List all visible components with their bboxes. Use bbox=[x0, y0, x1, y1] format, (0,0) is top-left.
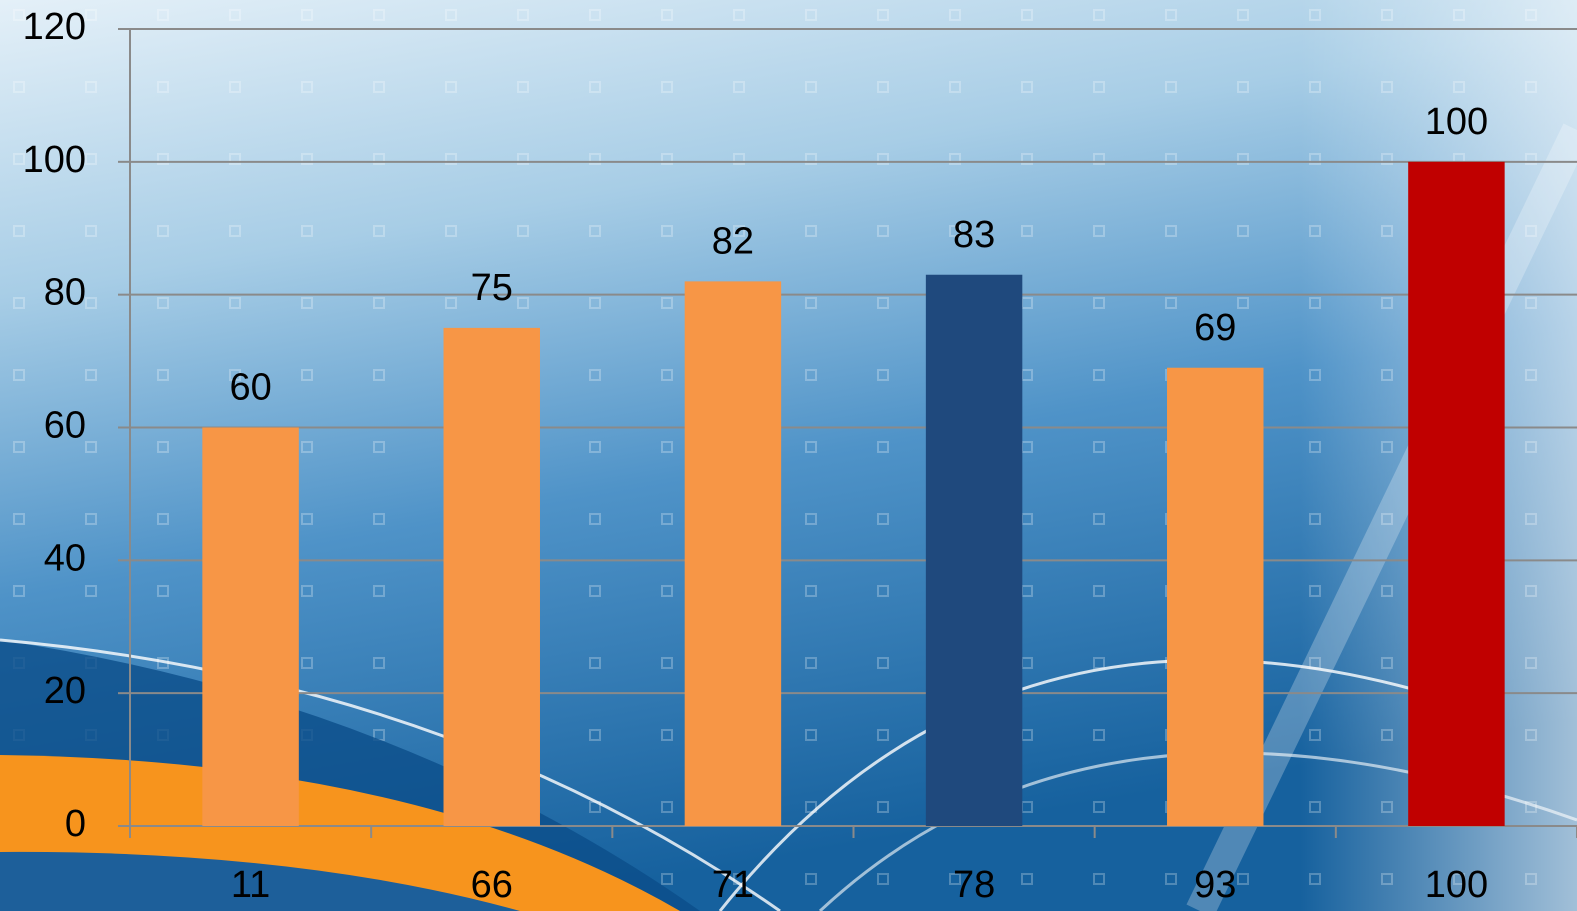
bar bbox=[1167, 367, 1264, 826]
x-tick-label: 71 bbox=[712, 864, 754, 906]
bar bbox=[443, 327, 540, 826]
data-label: 75 bbox=[471, 267, 513, 309]
y-tick-label: 40 bbox=[44, 537, 86, 579]
y-tick-label: 0 bbox=[65, 803, 86, 845]
y-tick-label: 120 bbox=[23, 6, 86, 48]
y-tick-label: 100 bbox=[23, 139, 86, 181]
bar bbox=[684, 281, 782, 827]
data-label: 82 bbox=[712, 220, 754, 262]
y-tick-label: 60 bbox=[44, 405, 86, 447]
bar bbox=[925, 274, 1023, 826]
x-tick-label: 78 bbox=[953, 864, 995, 906]
data-label: 60 bbox=[229, 367, 271, 409]
x-tick-label: 66 bbox=[471, 864, 513, 906]
data-label: 69 bbox=[1194, 307, 1236, 349]
data-label: 83 bbox=[953, 214, 995, 256]
x-tick-label: 11 bbox=[231, 864, 270, 906]
data-label: 100 bbox=[1425, 101, 1488, 143]
x-tick-label: 100 bbox=[1425, 864, 1488, 906]
bar bbox=[202, 427, 299, 826]
bar bbox=[1408, 161, 1505, 827]
x-tick-label: 93 bbox=[1194, 864, 1236, 906]
y-tick-label: 20 bbox=[44, 670, 86, 712]
y-tick-label: 80 bbox=[44, 272, 86, 314]
